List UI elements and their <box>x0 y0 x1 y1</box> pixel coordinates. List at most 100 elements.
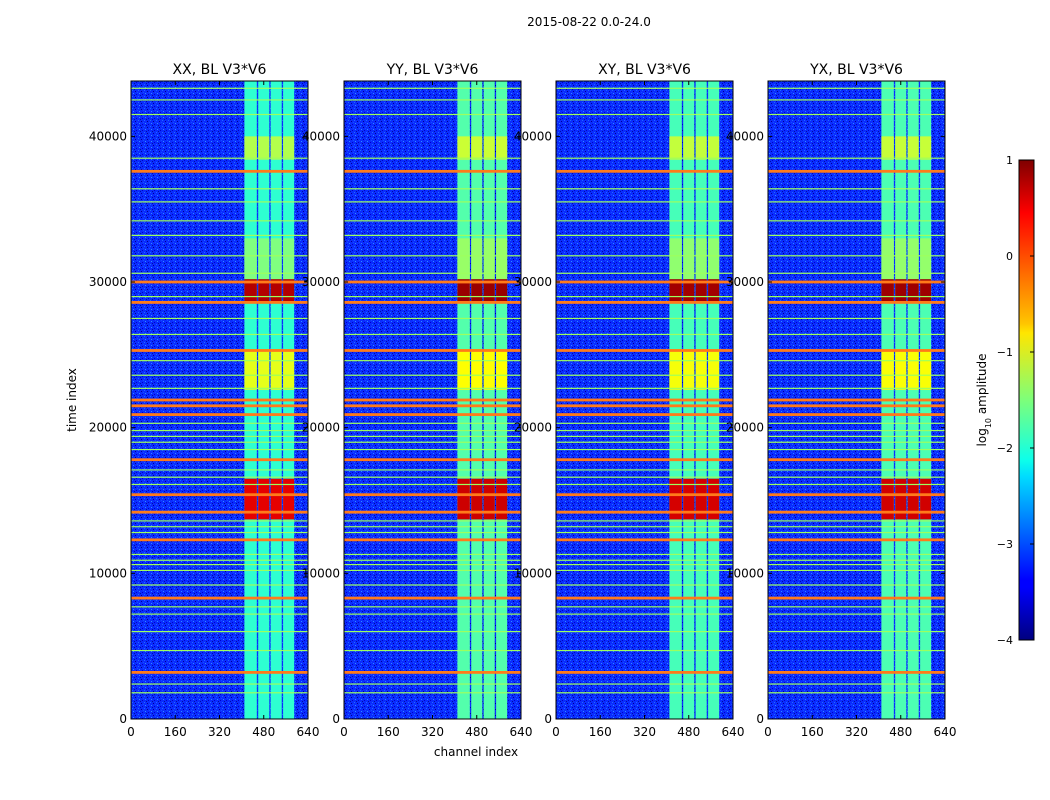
signal-band-bright <box>669 478 682 520</box>
rfi-line-weak <box>344 441 521 443</box>
rfi-line-weak <box>768 422 945 424</box>
rfi-line-strong <box>768 670 945 674</box>
rfi-line-strong <box>768 493 945 497</box>
x-tick-label: 320 <box>208 725 231 739</box>
rfi-line-weak <box>131 476 308 478</box>
rfi-line-weak <box>768 692 945 694</box>
rfi-line-weak <box>768 374 945 376</box>
rfi-line-strong <box>131 510 308 514</box>
rfi-line-weak <box>556 435 733 438</box>
x-tick-label: 640 <box>510 725 533 739</box>
rfi-line-weak <box>768 333 945 336</box>
rfi-line-weak <box>556 448 733 451</box>
rfi-line-weak <box>131 520 308 522</box>
signal-band-bright <box>683 136 695 160</box>
signal-band-bright <box>695 279 707 303</box>
signal-band-bright <box>496 238 508 280</box>
rfi-line-weak <box>131 374 308 376</box>
x-tick-label: 320 <box>845 725 868 739</box>
rfi-line-weak <box>344 422 521 424</box>
rfi-line-weak <box>344 469 521 471</box>
rfi-line-weak <box>344 234 521 237</box>
rfi-line-weak <box>768 234 945 237</box>
rfi-line-strong <box>344 404 521 408</box>
signal-band-bright <box>683 279 695 303</box>
rfi-line-weak <box>556 649 733 652</box>
rfi-line-weak <box>768 99 945 101</box>
signal-band-bright <box>669 136 682 160</box>
signal-band-bright <box>283 238 295 280</box>
rfi-line-weak <box>131 559 308 561</box>
rfi-line-weak <box>768 441 945 443</box>
rfi-line-strong <box>131 596 308 600</box>
rfi-line-strong <box>768 538 945 542</box>
signal-band-bright <box>895 238 907 280</box>
signal-band-bright <box>283 136 295 160</box>
signal-band-bright <box>695 238 707 280</box>
panel-title: YY, BL V3*V6 <box>386 62 479 78</box>
rfi-line-strong <box>556 493 733 497</box>
rfi-line-weak <box>768 317 945 320</box>
signal-band-bright <box>244 136 257 160</box>
signal-band-bright <box>907 136 919 160</box>
rfi-line-strong <box>131 538 308 542</box>
rfi-line-weak <box>131 429 308 432</box>
rfi-line-weak <box>556 531 733 534</box>
signal-band-bright <box>496 478 508 520</box>
signal-band-bright <box>483 478 495 520</box>
colorbar-tick-label: −2 <box>997 442 1013 455</box>
rfi-line-strong <box>556 458 733 462</box>
colorbar-tick-label: 1 <box>1006 154 1013 167</box>
signal-band-bright <box>471 136 483 160</box>
rfi-line-weak <box>768 113 945 116</box>
signal-band-bright <box>457 478 470 520</box>
x-tick-label: 480 <box>465 725 488 739</box>
signal-band-bright <box>708 136 720 160</box>
rfi-line-strong <box>344 510 521 514</box>
rfi-line-weak <box>556 272 733 274</box>
signal-band-bright <box>920 349 932 390</box>
signal-band-bright <box>496 136 508 160</box>
rfi-line-weak <box>768 559 945 561</box>
rfi-line-strong <box>131 398 308 402</box>
rfi-line-weak <box>344 631 521 633</box>
colorbar-label: log10 amplitude <box>975 354 993 447</box>
signal-band-bright <box>895 349 907 390</box>
signal-band-bright <box>471 279 483 303</box>
rfi-line-strong <box>344 596 521 600</box>
rfi-line-weak <box>344 613 521 615</box>
signal-band-bright <box>496 349 508 390</box>
y-tick-label: 40000 <box>726 129 764 143</box>
x-tick-label: 480 <box>252 725 275 739</box>
rfi-line-weak <box>344 435 521 438</box>
rfi-line-weak <box>768 272 945 274</box>
rfi-line-weak <box>556 113 733 116</box>
y-tick-label: 0 <box>332 712 340 726</box>
rfi-line-strong <box>768 349 945 352</box>
x-tick-label: 320 <box>421 725 444 739</box>
rfi-line-strong <box>768 301 945 304</box>
rfi-line-weak <box>556 483 733 486</box>
x-axis-label: channel index <box>434 745 518 759</box>
rfi-line-strong <box>556 596 733 600</box>
rfi-line-weak <box>556 99 733 101</box>
rfi-line-weak <box>131 188 308 190</box>
rfi-line-strong <box>768 510 945 514</box>
rfi-line-weak <box>131 526 308 528</box>
rfi-line-strong <box>556 404 733 408</box>
rfi-line-weak <box>344 569 521 572</box>
rfi-line-weak <box>131 255 308 257</box>
rfi-line-weak <box>131 87 308 89</box>
figure-title: 2015-08-22 0.0-24.0 <box>527 15 651 29</box>
rfi-line-weak <box>344 188 521 190</box>
rfi-line-weak <box>556 220 733 222</box>
rfi-line-weak <box>344 476 521 478</box>
rfi-line-weak <box>131 333 308 336</box>
rfi-line-weak <box>131 295 308 298</box>
rfi-line-weak <box>344 448 521 451</box>
rfi-line-strong <box>556 301 733 304</box>
rfi-line-weak <box>131 483 308 486</box>
rfi-line-strong <box>131 280 308 284</box>
rfi-line-weak <box>344 374 521 376</box>
rfi-line-weak <box>344 220 521 222</box>
